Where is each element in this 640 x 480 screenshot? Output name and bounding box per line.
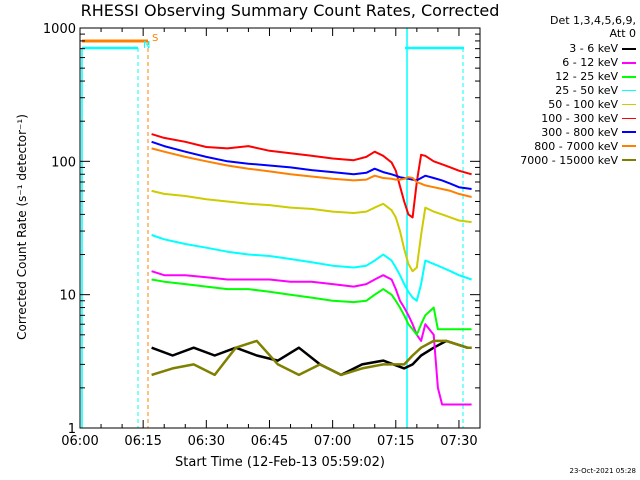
y-axis-label: Corrected Count Rate (s⁻¹ detector⁻¹) xyxy=(15,114,29,340)
legend-swatch xyxy=(622,145,636,147)
detector-info: Det 1,3,4,5,6,9, Att 0 xyxy=(492,14,636,40)
legend-label: 12 - 25 keV xyxy=(555,70,618,84)
series-line-4 xyxy=(151,189,472,273)
x-tick-label: 06:30 xyxy=(188,434,225,449)
series-line-1 xyxy=(151,270,472,406)
legend-entry: 25 - 50 keV xyxy=(484,84,636,98)
chart-title: RHESSI Observing Summary Count Rates, Co… xyxy=(80,1,500,20)
legend-entry: 3 - 6 keV xyxy=(484,42,636,56)
legend-swatch xyxy=(622,117,636,120)
plot-frame xyxy=(79,27,481,429)
legend-entry: 6 - 12 keV xyxy=(484,56,636,70)
attenuator-state: Att 0 xyxy=(609,27,636,40)
legend-label: 300 - 800 keV xyxy=(541,125,618,139)
legend-label: 6 - 12 keV xyxy=(562,56,618,70)
x-tick-label: 06:45 xyxy=(251,434,288,449)
legend-label: 100 - 300 keV xyxy=(541,111,618,125)
legend-swatch xyxy=(622,48,636,50)
saa-flag-label: S xyxy=(152,33,159,44)
legend-label: 7000 - 15000 keV xyxy=(520,153,618,167)
x-tick-label: 07:15 xyxy=(377,434,414,449)
x-tick-label: 07:00 xyxy=(314,434,351,449)
legend-swatch xyxy=(622,131,636,134)
x-tick-label: 06:00 xyxy=(61,434,98,449)
legend-swatch xyxy=(622,159,636,161)
legend-swatch xyxy=(622,75,636,78)
legend-label: 50 - 100 keV xyxy=(548,98,618,111)
legend-swatch xyxy=(622,62,636,64)
axes: 06:00 06:15 06:30 06:45 07:00 07:15 07:30 1 10 10… xyxy=(43,22,480,449)
legend-entry: 800 - 7000 keV xyxy=(484,139,636,153)
y-tick-label: 10 xyxy=(59,289,76,304)
x-tick-label: 06:15 xyxy=(124,434,161,449)
plot-area xyxy=(81,28,472,428)
series-line-5 xyxy=(151,133,472,219)
detector-list: Det 1,3,4,5,6,9, xyxy=(549,14,636,27)
series-line-3 xyxy=(151,234,472,302)
y-tick-label: 100 xyxy=(51,155,76,170)
legend-entry: 7000 - 15000 keV xyxy=(484,153,636,167)
y-tick-label: 1000 xyxy=(43,22,76,37)
generation-timestamp: 23-Oct-2021 05:28 xyxy=(569,467,636,475)
legend-swatch xyxy=(622,103,636,106)
night-flag-label: N xyxy=(143,40,151,51)
series-line-6 xyxy=(151,140,472,190)
legend-label: 800 - 7000 keV xyxy=(534,139,618,153)
series-line-2 xyxy=(151,278,472,336)
x-axis-label: Start Time (12-Feb-13 05:59:02) xyxy=(175,455,385,470)
x-tick-label: 07:30 xyxy=(440,434,477,449)
legend-label: 25 - 50 keV xyxy=(555,84,618,98)
legend-label: 3 - 6 keV xyxy=(569,42,618,56)
legend-entry: 50 - 100 keV xyxy=(484,98,636,112)
legend-swatch xyxy=(622,89,636,92)
legend-entry: 100 - 300 keV xyxy=(484,111,636,125)
y-tick-label: 1 xyxy=(68,422,76,437)
legend-entry: 300 - 800 keV xyxy=(484,125,636,139)
legend: 3 - 6 keV 6 - 12 keV 12 - 25 keV 25 - 50 ke… xyxy=(484,42,636,167)
series-line-7 xyxy=(151,147,472,198)
series-line-8 xyxy=(151,339,472,377)
legend-entry: 12 - 25 keV xyxy=(484,70,636,84)
